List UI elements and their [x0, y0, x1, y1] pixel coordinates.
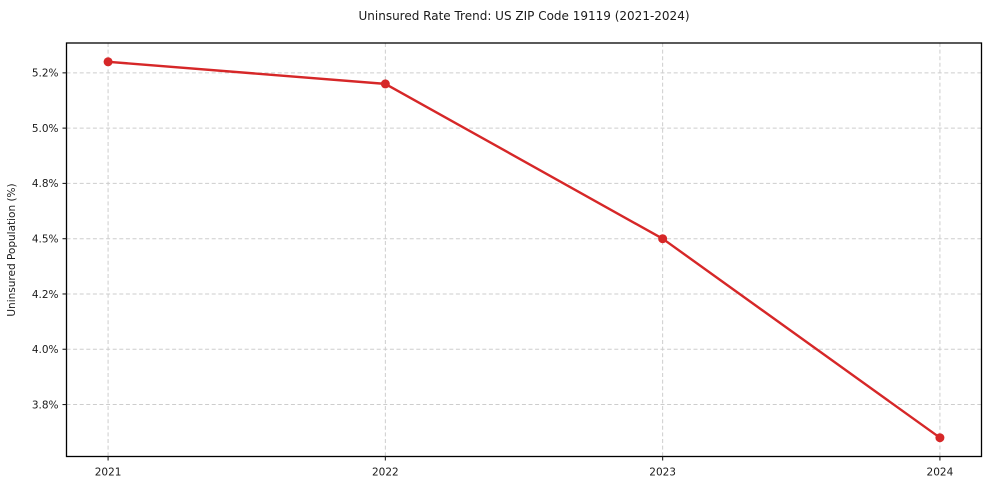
x-tick-label: 2021 [95, 467, 122, 479]
y-tick-label: 5.2% [32, 68, 59, 80]
y-tick-label: 3.8% [32, 399, 59, 411]
y-tick-label: 4.8% [32, 178, 59, 190]
data-point [935, 433, 945, 443]
y-tick-label: 4.0% [32, 344, 59, 356]
y-tick-label: 4.5% [32, 233, 59, 245]
chart-title: Uninsured Rate Trend: US ZIP Code 19119 … [358, 9, 689, 23]
data-point [380, 79, 390, 89]
x-tick-label: 2024 [927, 467, 954, 479]
x-tick-label: 2023 [649, 467, 676, 479]
data-point [103, 57, 113, 67]
y-tick-label: 4.2% [32, 289, 59, 301]
data-point [658, 234, 668, 244]
trend-line [106, 60, 942, 439]
y-tick-label: 5.0% [32, 123, 59, 135]
x-tick-label: 2022 [372, 467, 399, 479]
plot-layer: 5.2% 5.0% 4.8% 4.5% 4.2% 4.0% 3.8% 2021 2022 2023… [32, 42, 983, 479]
y-axis-label: Uninsured Population (%) [6, 183, 18, 316]
plot-border [65, 42, 983, 458]
